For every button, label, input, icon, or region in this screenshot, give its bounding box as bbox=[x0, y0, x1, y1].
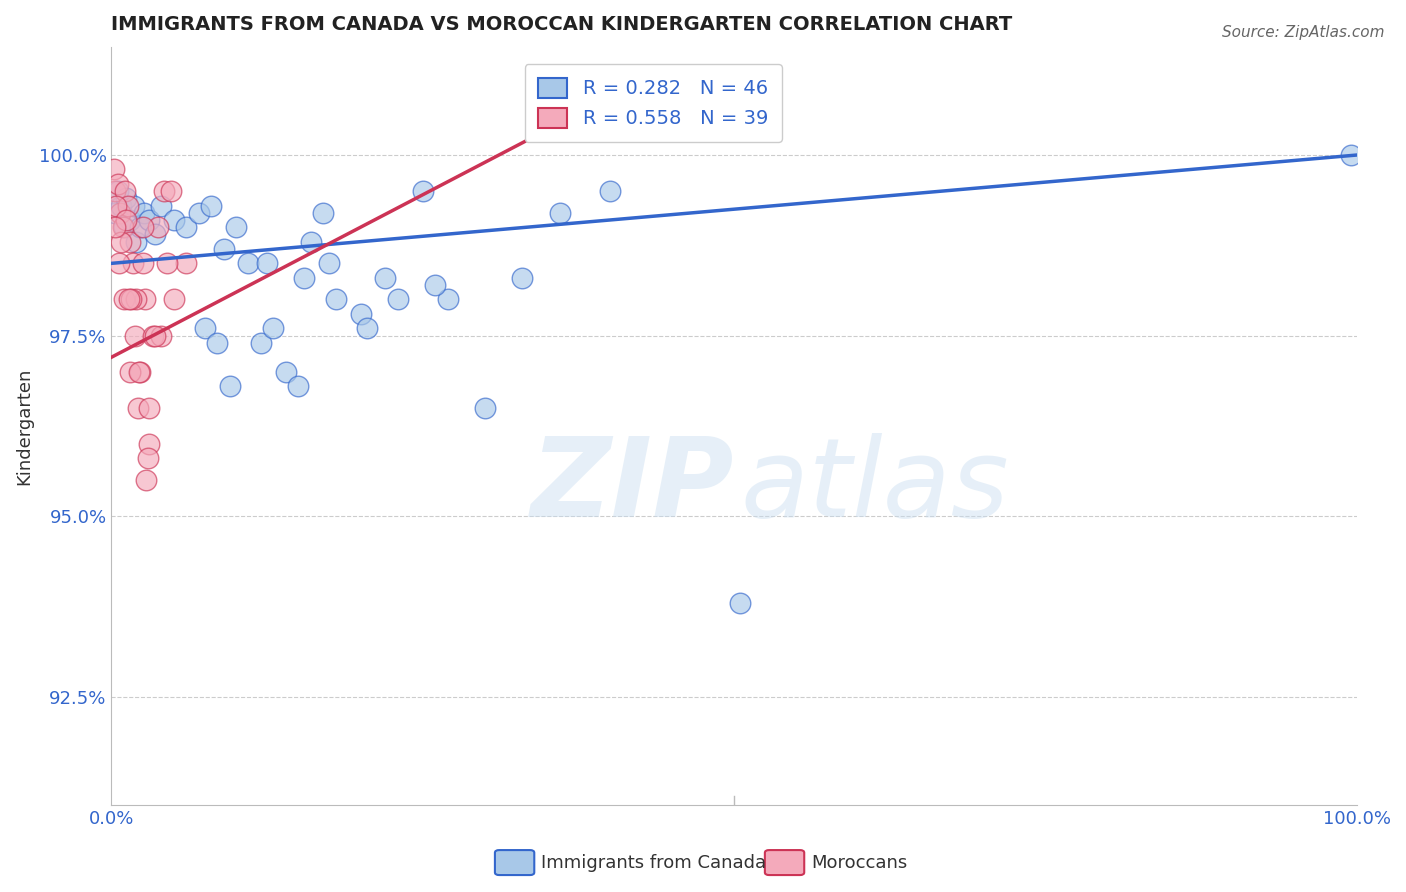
Point bbox=[152, 184, 174, 198]
Point bbox=[129, 220, 152, 235]
Point bbox=[143, 227, 166, 242]
Point bbox=[131, 220, 153, 235]
Point bbox=[115, 191, 138, 205]
Point bbox=[294, 270, 316, 285]
Point bbox=[436, 293, 458, 307]
Point bbox=[156, 256, 179, 270]
Point bbox=[299, 235, 322, 249]
Point bbox=[118, 293, 141, 307]
Point bbox=[135, 473, 157, 487]
Point bbox=[131, 256, 153, 270]
Point bbox=[143, 328, 166, 343]
Point bbox=[160, 184, 183, 198]
Point bbox=[138, 213, 160, 227]
Point bbox=[115, 213, 138, 227]
Point bbox=[387, 293, 409, 307]
Point bbox=[200, 198, 222, 212]
Point bbox=[187, 206, 209, 220]
Point bbox=[121, 256, 143, 270]
Point bbox=[163, 213, 186, 227]
Point bbox=[250, 335, 273, 350]
Point bbox=[138, 401, 160, 415]
Point bbox=[127, 401, 149, 415]
Point bbox=[103, 162, 125, 177]
Point bbox=[318, 256, 340, 270]
Point bbox=[349, 307, 371, 321]
Point bbox=[132, 206, 155, 220]
Point bbox=[107, 177, 129, 191]
Point bbox=[125, 235, 148, 249]
Point bbox=[194, 321, 217, 335]
Point bbox=[174, 256, 197, 270]
Point bbox=[356, 321, 378, 335]
Point bbox=[512, 270, 534, 285]
Legend: R = 0.282   N = 46, R = 0.558   N = 39: R = 0.282 N = 46, R = 0.558 N = 39 bbox=[524, 64, 782, 142]
Point bbox=[112, 293, 135, 307]
Point bbox=[120, 235, 142, 249]
Point bbox=[120, 293, 142, 307]
Point bbox=[138, 437, 160, 451]
Point bbox=[112, 220, 135, 235]
Point bbox=[134, 293, 156, 307]
Text: Moroccans: Moroccans bbox=[811, 854, 907, 871]
Text: Source: ZipAtlas.com: Source: ZipAtlas.com bbox=[1222, 25, 1385, 40]
Point bbox=[108, 206, 131, 220]
Point bbox=[104, 184, 127, 198]
Point bbox=[104, 220, 127, 235]
Point bbox=[122, 198, 145, 212]
Point bbox=[548, 206, 571, 220]
Point bbox=[412, 184, 434, 198]
Point bbox=[110, 235, 132, 249]
Point bbox=[105, 198, 128, 212]
Point bbox=[141, 328, 163, 343]
Point bbox=[125, 293, 148, 307]
Point bbox=[114, 184, 136, 198]
Text: atlas: atlas bbox=[741, 433, 1010, 540]
Point bbox=[238, 256, 260, 270]
Point bbox=[129, 365, 152, 379]
Point bbox=[124, 328, 146, 343]
Y-axis label: Kindergarten: Kindergarten bbox=[15, 368, 32, 484]
Point bbox=[218, 379, 240, 393]
Point bbox=[287, 379, 309, 393]
Point bbox=[174, 220, 197, 235]
Point bbox=[136, 451, 159, 466]
Point bbox=[256, 256, 278, 270]
Point bbox=[207, 335, 229, 350]
Point bbox=[110, 198, 132, 212]
Point bbox=[120, 213, 142, 227]
Point bbox=[225, 220, 247, 235]
Point bbox=[262, 321, 284, 335]
Point bbox=[325, 293, 347, 307]
Point bbox=[128, 365, 150, 379]
Point bbox=[111, 220, 134, 235]
Point bbox=[150, 198, 173, 212]
Point bbox=[474, 401, 496, 415]
Point bbox=[107, 184, 129, 198]
Point bbox=[730, 596, 752, 610]
Text: Immigrants from Canada: Immigrants from Canada bbox=[541, 854, 766, 871]
Point bbox=[599, 184, 621, 198]
Point bbox=[425, 278, 447, 293]
Point bbox=[117, 198, 139, 212]
Point bbox=[146, 220, 169, 235]
Point bbox=[104, 206, 127, 220]
Point bbox=[150, 328, 173, 343]
Point bbox=[312, 206, 335, 220]
Point bbox=[108, 256, 131, 270]
Point bbox=[1340, 148, 1362, 162]
Point bbox=[163, 293, 186, 307]
Point bbox=[212, 242, 235, 256]
Point bbox=[120, 365, 142, 379]
Point bbox=[274, 365, 297, 379]
Text: ZIP: ZIP bbox=[530, 433, 734, 540]
Point bbox=[374, 270, 396, 285]
Text: IMMIGRANTS FROM CANADA VS MOROCCAN KINDERGARTEN CORRELATION CHART: IMMIGRANTS FROM CANADA VS MOROCCAN KINDE… bbox=[111, 15, 1012, 34]
